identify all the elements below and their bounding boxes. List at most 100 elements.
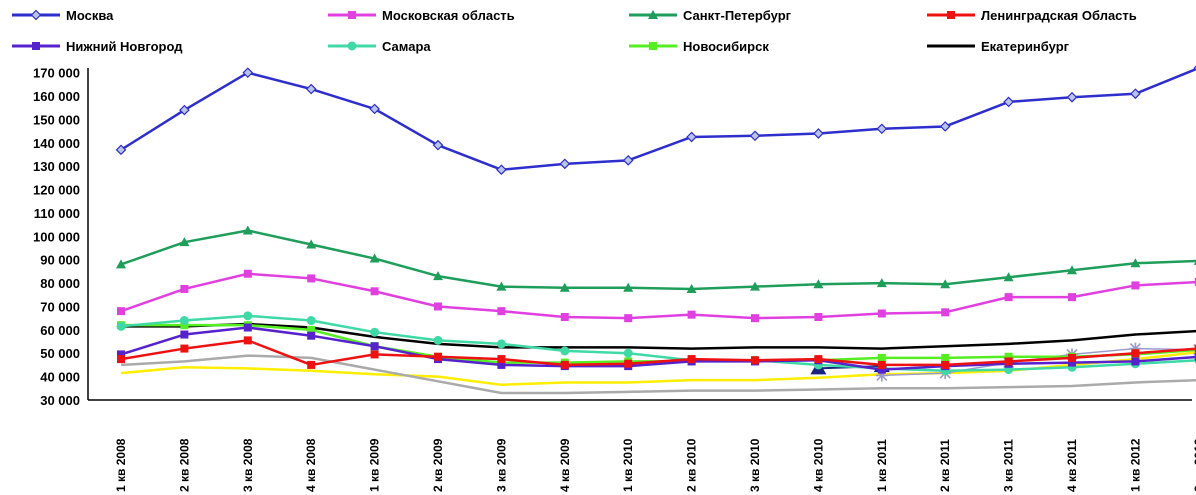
data-point bbox=[242, 67, 254, 79]
data-point bbox=[117, 350, 125, 359]
data-point bbox=[305, 83, 317, 95]
x-tick-label: 3 кв 2010 bbox=[748, 438, 762, 492]
data-point bbox=[180, 284, 189, 293]
series-line bbox=[120, 67, 1196, 171]
series-layer bbox=[115, 65, 1196, 395]
legend-label: Нижний Новгород bbox=[66, 39, 183, 54]
data-point bbox=[307, 274, 316, 283]
data-point bbox=[180, 330, 189, 339]
data-point bbox=[624, 314, 633, 323]
data-point bbox=[434, 352, 442, 361]
y-tick-label: 140 000 bbox=[33, 136, 80, 151]
y-tick-label: 130 000 bbox=[33, 159, 80, 174]
axes: 30 000 40 000 50 000 60 000 70 000 80 000 90 0… bbox=[33, 66, 1196, 492]
data-point bbox=[243, 311, 253, 321]
data-point bbox=[180, 344, 189, 353]
data-point bbox=[1131, 349, 1140, 358]
data-point bbox=[941, 308, 950, 317]
data-point bbox=[1003, 96, 1014, 108]
legend-marker bbox=[947, 11, 955, 19]
unlabeled-series-1 bbox=[120, 354, 1196, 395]
series-1 bbox=[117, 269, 1196, 323]
legend-item: Новосибирск bbox=[629, 39, 769, 54]
data-point bbox=[1194, 344, 1196, 353]
data-point bbox=[1066, 91, 1078, 103]
y-tick-label: 120 000 bbox=[33, 183, 80, 198]
data-point bbox=[1193, 260, 1196, 265]
data-point bbox=[497, 307, 506, 316]
data-point bbox=[1068, 358, 1076, 367]
series-3 bbox=[117, 336, 1196, 369]
legend-item: Санкт-Петербург bbox=[629, 8, 792, 23]
x-tick-label: 3 кв 2008 bbox=[241, 438, 255, 492]
data-point bbox=[496, 339, 506, 349]
data-point bbox=[559, 158, 571, 170]
legend-item: Москва bbox=[12, 8, 114, 23]
x-tick-label: 2 кв 2010 bbox=[685, 438, 699, 492]
data-point bbox=[749, 130, 761, 142]
data-point bbox=[370, 350, 379, 359]
data-point bbox=[115, 144, 127, 156]
data-point bbox=[242, 225, 253, 235]
data-point bbox=[1067, 265, 1077, 275]
y-tick-label: 150 000 bbox=[33, 112, 80, 127]
data-point bbox=[813, 279, 824, 289]
data-point bbox=[496, 281, 507, 291]
x-tick-label: 1 кв 2012 bbox=[1128, 438, 1142, 492]
data-point bbox=[117, 355, 125, 364]
series-line bbox=[120, 272, 1196, 320]
data-point bbox=[307, 331, 316, 340]
x-tick-label: 4 кв 2009 bbox=[558, 438, 572, 492]
data-point bbox=[687, 310, 696, 319]
data-point bbox=[369, 103, 380, 115]
data-point bbox=[941, 353, 950, 362]
legend-item: Самара bbox=[328, 39, 431, 54]
series-line bbox=[120, 229, 1196, 291]
data-point bbox=[1004, 293, 1013, 302]
data-point bbox=[180, 321, 189, 330]
x-tick-label: 3 кв 2009 bbox=[494, 438, 508, 492]
data-point bbox=[243, 336, 252, 345]
data-point bbox=[877, 353, 886, 362]
data-point bbox=[1068, 353, 1076, 362]
data-point bbox=[813, 128, 824, 139]
x-tick-label: 1 кв 2008 bbox=[114, 438, 128, 492]
x-tick-label: 2 кв 2009 bbox=[431, 438, 445, 492]
y-tick-label: 70 000 bbox=[40, 299, 80, 314]
data-point bbox=[876, 123, 888, 135]
legend: Москва Московская область Санкт-Петербург Л… bbox=[12, 8, 1137, 54]
data-point bbox=[814, 355, 823, 364]
data-point bbox=[370, 327, 380, 337]
x-tick-label: 1 кв 2011 bbox=[875, 439, 889, 492]
legend-marker bbox=[32, 42, 40, 50]
data-point bbox=[623, 348, 633, 358]
legend-label: Екатеринбург bbox=[981, 39, 1070, 54]
data-point bbox=[623, 282, 634, 292]
data-point bbox=[243, 269, 252, 278]
legend-item: Екатеринбург bbox=[927, 39, 1070, 54]
legend-marker bbox=[348, 11, 356, 19]
data-point bbox=[433, 335, 443, 345]
y-tick-label: 50 000 bbox=[40, 346, 80, 361]
x-tick-label: 1 кв 2009 bbox=[368, 438, 382, 492]
data-point bbox=[1194, 352, 1196, 361]
series-line bbox=[120, 354, 1196, 395]
data-point bbox=[560, 313, 569, 321]
data-point bbox=[1129, 342, 1142, 355]
data-point bbox=[306, 316, 316, 326]
y-tick-label: 160 000 bbox=[33, 89, 80, 104]
data-point bbox=[116, 259, 126, 269]
x-tick-label: 2 кв 2008 bbox=[177, 438, 191, 492]
x-tick-label: 2 кв 2011 bbox=[938, 439, 952, 492]
data-point bbox=[814, 313, 823, 321]
x-tick-label: 4 кв 2008 bbox=[304, 438, 318, 492]
data-point bbox=[1130, 88, 1141, 100]
data-point bbox=[875, 369, 888, 382]
data-point bbox=[1131, 357, 1140, 366]
series-line bbox=[120, 314, 1196, 373]
data-point bbox=[877, 309, 886, 318]
data-point bbox=[751, 356, 759, 365]
y-tick-label: 110 000 bbox=[34, 206, 80, 221]
data-point bbox=[686, 283, 697, 293]
